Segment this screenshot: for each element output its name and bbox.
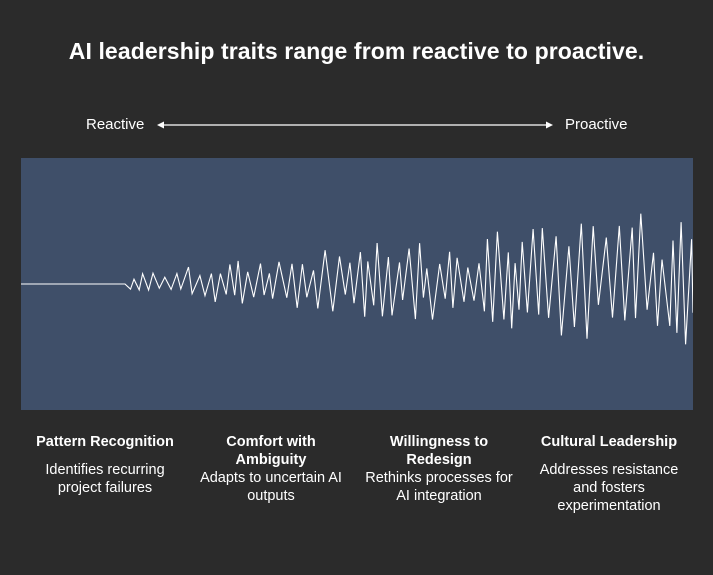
trait-comfort-with-ambiguity: Comfort with Ambiguity Adapts to uncerta…	[196, 433, 346, 505]
page-title: AI leadership traits range from reactive…	[68, 38, 645, 64]
waveform-line	[21, 213, 693, 345]
trait-title: Willingness to Redesign	[389, 434, 489, 468]
trait-description: Addresses resistance and fosters experim…	[539, 462, 679, 514]
trait-title: Pattern Recognition	[36, 434, 174, 450]
trait-title: Comfort with Ambiguity	[226, 434, 316, 468]
trait-cultural-leadership: Cultural Leadership Addresses resistance…	[534, 433, 684, 515]
double-arrow-icon	[157, 121, 553, 129]
trait-willingness-to-redesign: Willingness to Redesign Rethinks process…	[364, 433, 514, 505]
trait-pattern-recognition: Pattern Recognition Identifies recurring…	[30, 433, 180, 497]
trait-description: Adapts to uncertain AI outputs	[200, 470, 342, 504]
waveform-graphic	[21, 213, 693, 345]
reactive-label: Reactive	[86, 116, 145, 133]
trait-title: Cultural Leadership	[540, 434, 678, 450]
trait-description: Identifies recurring project failures	[45, 462, 165, 496]
trait-description: Rethinks processes for AI integration	[365, 470, 513, 504]
proactive-label: Proactive	[565, 116, 628, 133]
waveform-panel	[21, 158, 693, 410]
